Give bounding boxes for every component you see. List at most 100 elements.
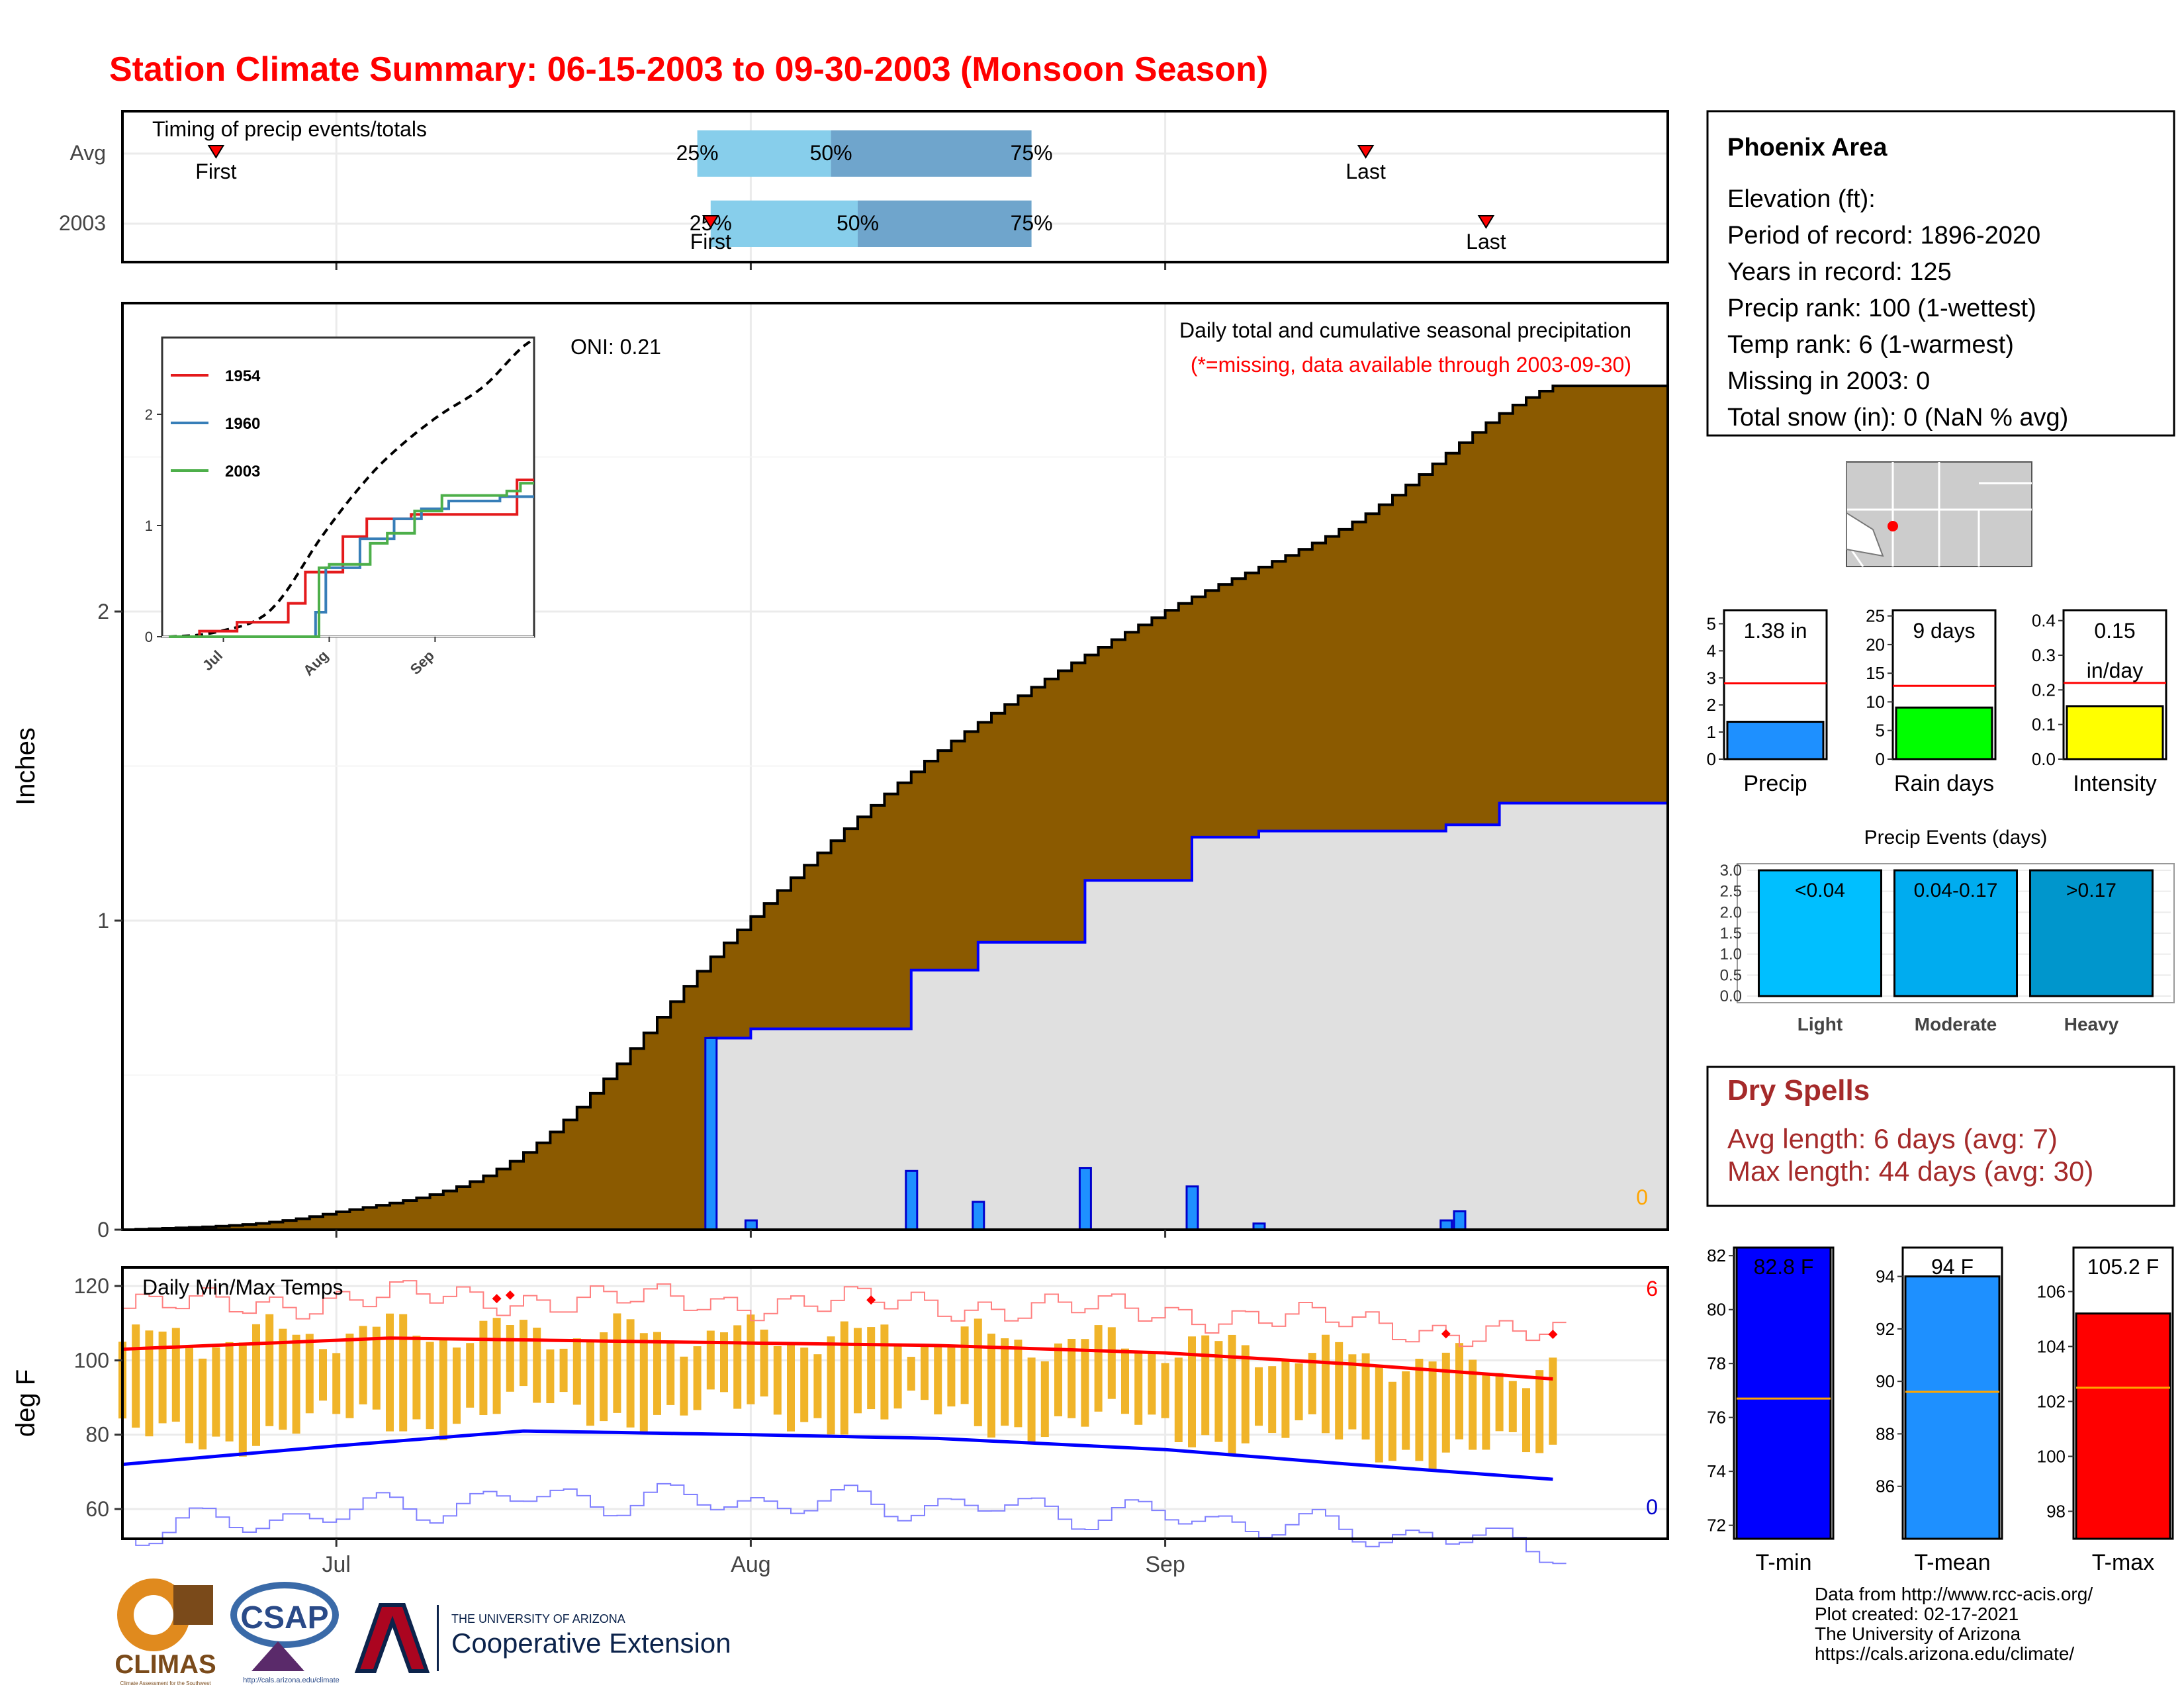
daily-temp-bar <box>893 1344 902 1409</box>
events-y-tick: 1.5 <box>1720 925 1742 942</box>
daily-temp-bar <box>827 1336 835 1435</box>
precip-total-value: 1.38 in <box>1743 619 1807 643</box>
daily-temp-bar <box>773 1346 782 1415</box>
climas-wordmark: CLIMAS <box>114 1650 216 1679</box>
daily-temp-bar <box>252 1324 260 1446</box>
daily-temp-bar <box>225 1342 234 1441</box>
daily-temp-bar <box>907 1357 915 1391</box>
daily-temp-bar <box>1415 1358 1424 1461</box>
climas-tagline: Climate Assessment for the Southwest <box>120 1680 212 1686</box>
timing-2003-quartile-upper <box>858 201 1032 247</box>
rain-days-tick: 15 <box>1866 663 1885 683</box>
daily-temp-bar <box>372 1326 381 1410</box>
daily-precip-bar <box>972 1201 985 1231</box>
daily-temp-bar <box>854 1328 862 1414</box>
daily-temp-bar <box>1001 1338 1009 1426</box>
daily-temp-bar <box>1522 1388 1530 1453</box>
daily-temp-bar <box>1268 1366 1277 1434</box>
daily-temp-bar <box>960 1326 969 1404</box>
precip-total-tick: 4 <box>1707 641 1716 661</box>
events-y-tick: 2.0 <box>1720 903 1742 921</box>
daily-temp-bar <box>426 1342 434 1430</box>
daily-temp-bar <box>1469 1359 1477 1450</box>
daily-temp-bar <box>305 1334 314 1414</box>
record-high-line <box>122 1280 1567 1348</box>
intensity-tick: 0.2 <box>2032 680 2056 700</box>
intensity-tick: 0.3 <box>2032 645 2056 665</box>
climas-logo: CLIMAS Climate Assessment for the Southw… <box>114 1578 216 1686</box>
station-info-line: Missing in 2003: 0 <box>1727 367 1930 395</box>
daily-precip-bar <box>704 1036 718 1231</box>
station-name: Phoenix Area <box>1727 134 1888 161</box>
daily-temp-bar <box>586 1341 594 1426</box>
daily-temp-bar <box>680 1356 688 1416</box>
daily-temp-bar <box>947 1345 956 1407</box>
tmin-tick: 76 <box>1707 1408 1726 1428</box>
rain-days-bar <box>1895 706 1993 760</box>
tmin-value: 82.8 F <box>1754 1255 1814 1279</box>
rain-days-label: Rain days <box>1894 771 1994 796</box>
month-label: Sep <box>1145 1552 1185 1577</box>
daily-temp-bar <box>546 1349 555 1404</box>
tmax-tick: 104 <box>2037 1336 2066 1356</box>
daily-temp-bar <box>1214 1341 1223 1442</box>
daily-temp-bar <box>1094 1325 1103 1412</box>
precip-event-category: Heavy <box>2064 1014 2119 1034</box>
ua-small-text: THE UNIVERSITY OF ARIZONA <box>451 1612 625 1625</box>
daily-temp-bar <box>171 1328 180 1422</box>
station-info-line: Total snow (in): 0 (NaN % avg) <box>1727 404 2068 432</box>
daily-temp-bar <box>479 1320 488 1415</box>
precip-total-tick: 2 <box>1707 695 1716 715</box>
temperature-summary-bars: 72 74 76 78 80 82 82.8 F T-min 86 88 90 92 94 94 F T-m… <box>1707 1246 2174 1575</box>
tmax-bar <box>2075 1312 2171 1540</box>
daily-temp-bar <box>466 1343 475 1408</box>
events-title: Precip Events (days) <box>1864 827 2048 848</box>
events-y-tick: 2.5 <box>1720 883 1742 901</box>
station-location-marker <box>1888 521 1898 531</box>
timing-avg-pct-label: 75% <box>1011 141 1053 165</box>
daily-temp-bar <box>279 1328 287 1430</box>
precip-event-bar <box>2029 869 2154 997</box>
tmin-tick: 80 <box>1707 1300 1726 1320</box>
daily-temp-bar <box>572 1338 581 1405</box>
daily-temp-bar <box>867 1327 876 1410</box>
tmin-tick: 82 <box>1707 1246 1726 1265</box>
daily-temp-bar <box>492 1318 501 1414</box>
precip-y-axis-label: Inches <box>11 727 40 805</box>
precip-event-category: Light <box>1797 1014 1843 1034</box>
daily-temp-bar <box>1308 1353 1316 1414</box>
timing-2003-pct-label: 50% <box>837 211 879 235</box>
daily-temp-bar <box>787 1343 795 1432</box>
daily-temp-bar <box>760 1329 768 1396</box>
ua-cooperative-extension: Cooperative Extension <box>451 1627 731 1659</box>
season-totals-bars: 0 1 2 3 4 5 1.38 in Precip 0 5 10 15 20 25 9 days Rain … <box>1707 606 2167 796</box>
timing-avg-first-marker <box>207 145 225 159</box>
tmean-tick: 86 <box>1876 1477 1895 1496</box>
daily-temp-bar <box>132 1324 140 1428</box>
month-label: Jul <box>322 1552 350 1577</box>
precip-event-bar-label: >0.17 <box>2066 880 2116 901</box>
daily-temp-bar <box>639 1333 648 1435</box>
timing-row-avg: Avg <box>69 141 106 165</box>
intensity-tick: 0.4 <box>2032 611 2056 631</box>
tmean-label: T-mean <box>1914 1550 1990 1575</box>
daily-temp-bar <box>1054 1343 1062 1416</box>
normal-low-line <box>122 1429 1553 1481</box>
daily-temp-bar <box>921 1346 929 1400</box>
intensity-tick: 0.0 <box>2032 749 2056 769</box>
daily-temp-bar <box>439 1338 447 1441</box>
daily-temp-bar <box>1107 1327 1116 1399</box>
footer-credit-line: The University of Arizona <box>1815 1623 2021 1644</box>
inset-y-tick: 0 <box>145 629 153 645</box>
daily-temp-bar <box>613 1313 621 1413</box>
timing-title: Timing of precip events/totals <box>152 117 427 141</box>
daily-temp-bar <box>1121 1348 1129 1414</box>
events-y-tick: 0.5 <box>1720 966 1742 984</box>
record-high-marker <box>1441 1329 1451 1339</box>
timing-avg-pct-label: 25% <box>676 141 719 165</box>
rain-days-tick: 20 <box>1866 635 1885 655</box>
daily-temp-bar <box>533 1328 541 1403</box>
daily-temp-bar <box>1161 1363 1169 1418</box>
precip-total-bar <box>1726 721 1825 760</box>
